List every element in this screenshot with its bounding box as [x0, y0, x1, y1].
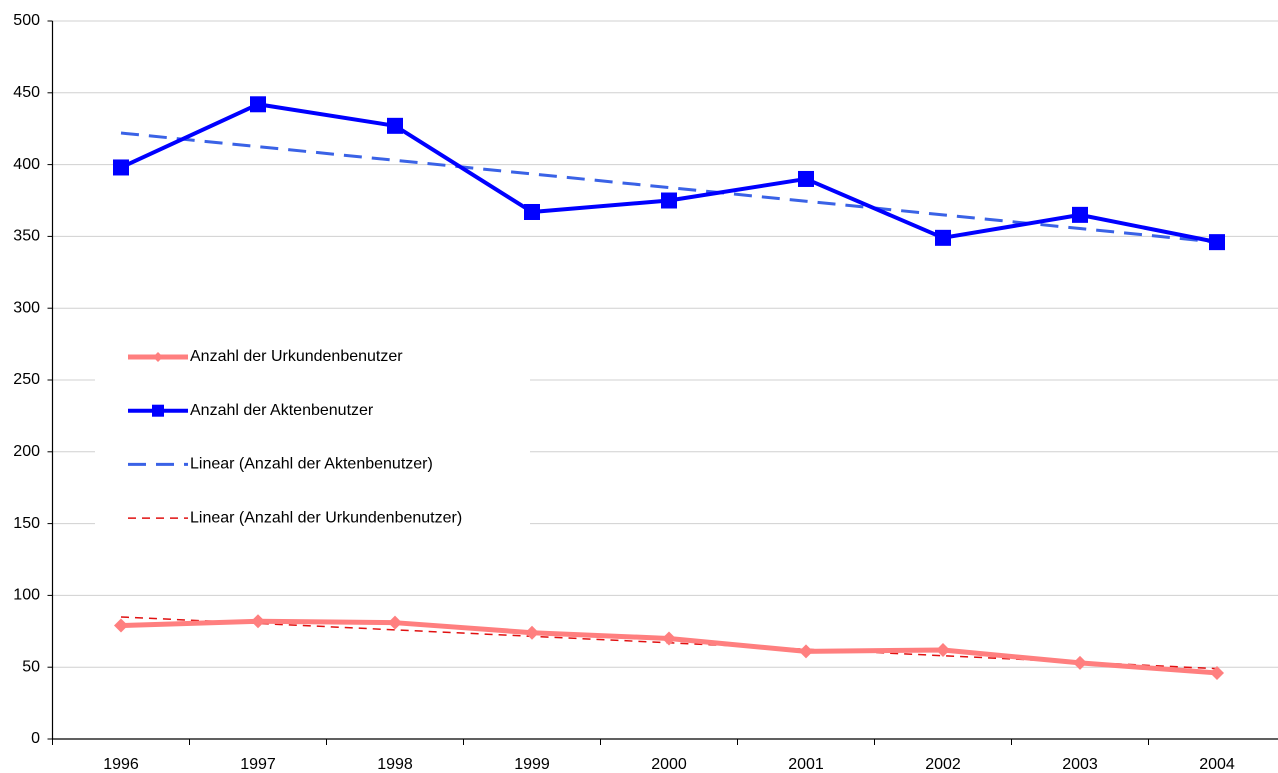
x-tick-label: 2001: [788, 756, 824, 773]
legend-label: Anzahl der Urkundenbenutzer: [190, 348, 403, 365]
y-tick-label: 50: [22, 658, 40, 675]
marker: [798, 170, 814, 187]
y-tick-label: 0: [31, 730, 40, 747]
marker: [662, 631, 676, 646]
marker: [1210, 665, 1224, 680]
x-tick-label: 1999: [514, 756, 550, 773]
legend-label: Linear (Anzahl der Aktenbenutzer): [190, 456, 433, 473]
y-tick-label: 100: [13, 587, 40, 604]
marker: [1209, 234, 1225, 251]
y-tick-label: 350: [13, 228, 40, 245]
y-tick-label: 250: [13, 371, 40, 388]
marker: [799, 644, 813, 659]
legend-box: [95, 330, 530, 542]
marker: [1073, 655, 1087, 670]
y-tick-label: 400: [13, 156, 40, 173]
x-tick-label: 1998: [377, 756, 413, 773]
y-tick-label: 150: [13, 515, 40, 532]
marker: [524, 203, 540, 220]
x-tick-label: 2002: [925, 756, 961, 773]
y-tick-label: 200: [13, 443, 40, 460]
y-tick-label: 300: [13, 299, 40, 316]
marker: [936, 642, 950, 657]
y-tick-label: 450: [13, 84, 40, 101]
marker: [114, 618, 128, 633]
x-tick-label: 1997: [240, 756, 276, 773]
marker: [388, 615, 402, 630]
marker: [661, 192, 677, 209]
legend-marker: [152, 404, 164, 417]
legend-label: Anzahl der Aktenbenutzer: [190, 402, 374, 419]
marker: [251, 614, 265, 629]
series-line: [120, 131, 1218, 244]
legend-label: Linear (Anzahl der Urkundenbenutzer): [190, 509, 462, 526]
x-tick-label: 2004: [1199, 756, 1235, 773]
legend-marker: [153, 352, 163, 362]
marker: [525, 625, 539, 640]
marker: [1072, 206, 1088, 223]
marker: [935, 229, 951, 246]
legend: Anzahl der Urkundenbenutzer Anzahl der Ak…: [95, 330, 530, 542]
x-tick-label: 1996: [103, 756, 139, 773]
marker: [387, 117, 403, 134]
y-tick-label: 500: [13, 12, 40, 29]
x-tick-label: 2000: [651, 756, 687, 773]
series-line: [120, 102, 1218, 245]
series-line: [120, 618, 1218, 676]
marker: [250, 96, 266, 113]
x-tick-label: 2003: [1062, 756, 1098, 773]
marker: [113, 159, 129, 176]
